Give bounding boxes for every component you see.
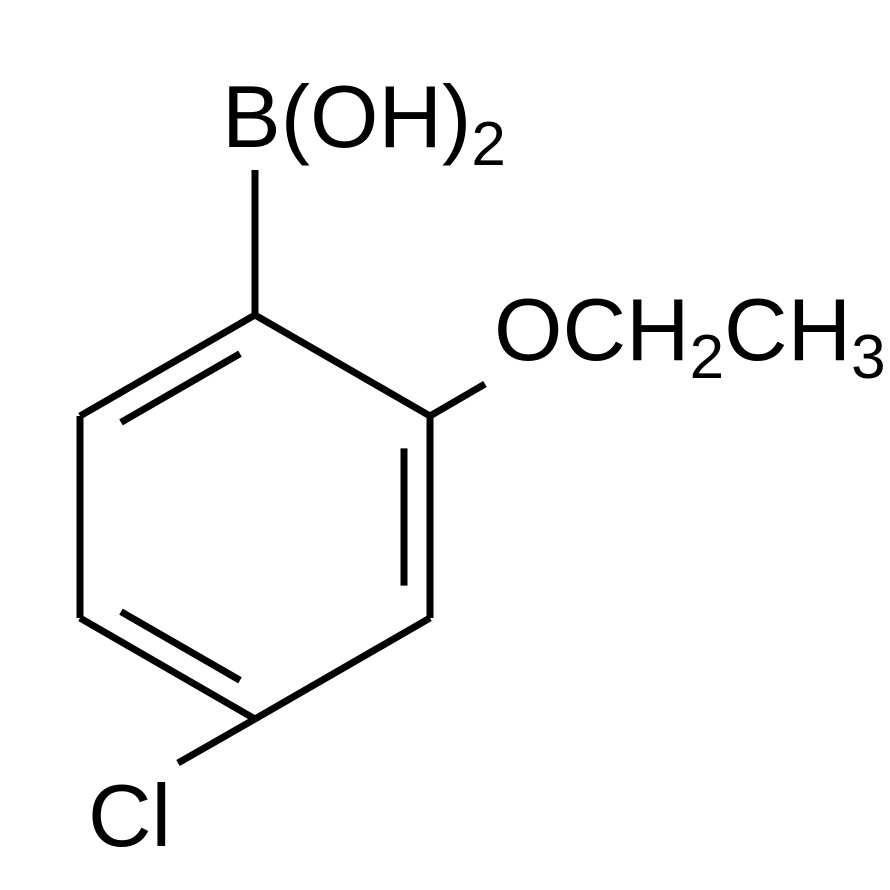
label-ethoxy: OCH2CH3	[494, 280, 886, 392]
bond-c6-c1-inner	[121, 354, 240, 423]
label-boron: B(OH)2	[222, 67, 506, 179]
bond-c1-c2	[255, 315, 430, 416]
bond-c4-c5-inner	[121, 612, 240, 681]
label-chloro: Cl	[88, 766, 171, 865]
bond-c3-c4	[255, 618, 430, 719]
chemical-structure: B(OH)2 OCH2CH3 Cl	[0, 0, 890, 890]
bond-c6-c1	[80, 315, 255, 416]
bond-c4-c5	[80, 618, 255, 719]
bond-c2-ethoxy	[430, 384, 485, 416]
bond-c4-chloro	[178, 719, 255, 763]
